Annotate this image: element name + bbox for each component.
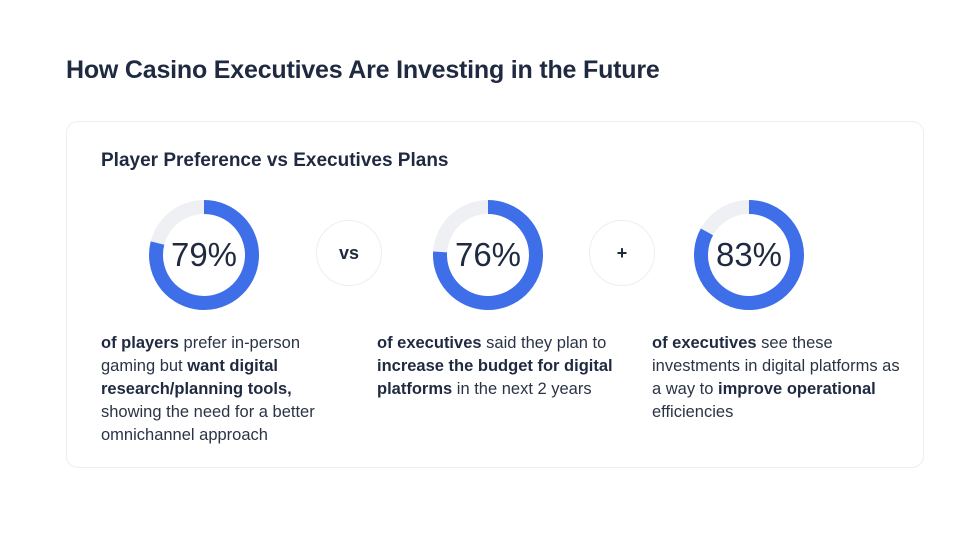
- page-title: How Casino Executives Are Investing in t…: [66, 56, 660, 84]
- description-bold-text: of players: [101, 334, 179, 352]
- description-bold-text: increase the budget for digital platform…: [377, 357, 613, 398]
- description-budget: of executives said they plan to increase…: [377, 332, 627, 401]
- ring-chart-players: 79%: [144, 195, 264, 315]
- ring-value-label: 79%: [170, 236, 238, 273]
- plus-separator: +: [589, 220, 655, 286]
- description-text: in the next 2 years: [452, 380, 592, 398]
- ring-chart-efficiency: 83%: [689, 195, 809, 315]
- ring-chart-budget: 76%: [428, 195, 548, 315]
- description-text: said they plan to: [481, 334, 607, 352]
- description-efficiency: of executives see these investments in d…: [652, 332, 902, 424]
- description-bold-text: of executives: [377, 334, 482, 352]
- ring-value-label: 83%: [715, 236, 783, 273]
- description-bold-text: improve operational: [718, 380, 876, 398]
- description-text: efficiencies: [652, 403, 734, 421]
- ring-arc: [149, 200, 259, 310]
- description-bold-text: want digital research/planning tools,: [101, 357, 292, 398]
- stats-card: Player Preference vs Executives Plans 79…: [66, 121, 924, 468]
- description-bold-text: of executives: [652, 334, 757, 352]
- ring-svg: [433, 200, 543, 310]
- vs-separator: vs: [316, 220, 382, 286]
- ring-svg: [694, 200, 804, 310]
- description-text: see these investments in digital platfor…: [652, 334, 900, 398]
- description-text: showing the need for a better omnichanne…: [101, 403, 315, 444]
- ring-value-label: 76%: [454, 236, 522, 273]
- ring-arc: [433, 200, 543, 310]
- description-text: prefer in-person gaming but: [101, 334, 301, 375]
- ring-arc: [694, 200, 804, 310]
- card-title: Player Preference vs Executives Plans: [101, 150, 449, 171]
- ring-svg: [149, 200, 259, 310]
- description-players: of players prefer in-person gaming but w…: [101, 332, 351, 447]
